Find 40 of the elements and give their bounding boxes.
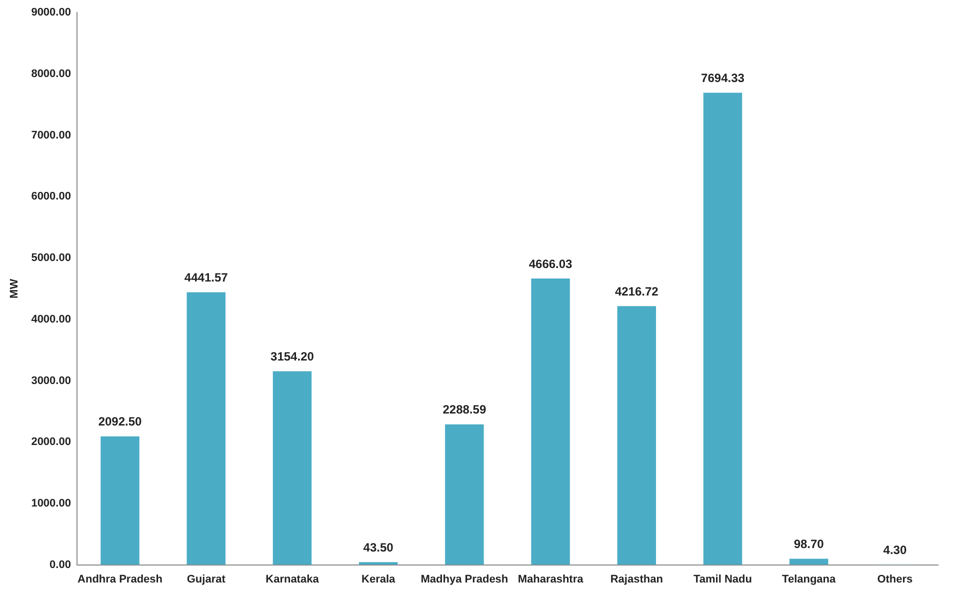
x-tick-label: Gujarat [186,573,226,586]
x-tick-label: Andhra Pradesh [78,573,163,586]
x-tick-label: Others [877,573,913,586]
y-tick-label: 5000.00 [31,252,71,264]
x-tick-label: Telangana [782,573,837,586]
bar [617,306,656,565]
y-tick-label: 1000.00 [31,497,71,510]
data-label: 4666.03 [528,256,573,271]
y-tick-label: 9000.00 [31,6,71,19]
y-tick-label: 3000.00 [31,374,71,387]
data-label: 2288.59 [442,402,486,417]
x-tick-label: Kerala [362,573,396,586]
data-label: 98.70 [794,537,824,552]
bar [186,292,226,565]
bar [445,424,484,565]
bar [703,92,742,565]
bar [789,558,828,565]
y-axis-title: MW [8,278,21,298]
y-tick-label: 0.00 [50,558,71,571]
bar [272,371,312,565]
y-tick-label: 6000.00 [31,190,71,203]
bar [531,278,570,565]
y-tick-label: 2000.00 [31,436,71,448]
data-label: 43.50 [363,540,394,554]
data-label: 4441.57 [184,270,228,285]
data-label: 4.30 [883,542,907,557]
x-tick-label: Madhya Pradesh [420,573,508,586]
x-tick-label: Rajasthan [610,573,664,586]
x-tick-label: Maharashtra [518,573,584,586]
x-tick-label: Karnataka [266,573,320,586]
bar [358,562,398,565]
x-tick-label: Tamil Nadu [694,573,752,586]
y-tick-label: 8000.00 [31,68,71,80]
y-tick-label: 4000.00 [31,313,71,326]
data-label: 2092.50 [98,414,142,429]
data-label: 7694.33 [701,71,745,86]
y-tick-label: 7000.00 [31,129,71,142]
bar [100,436,140,565]
data-label: 4216.72 [614,284,659,298]
data-label: 3154.20 [270,350,314,364]
